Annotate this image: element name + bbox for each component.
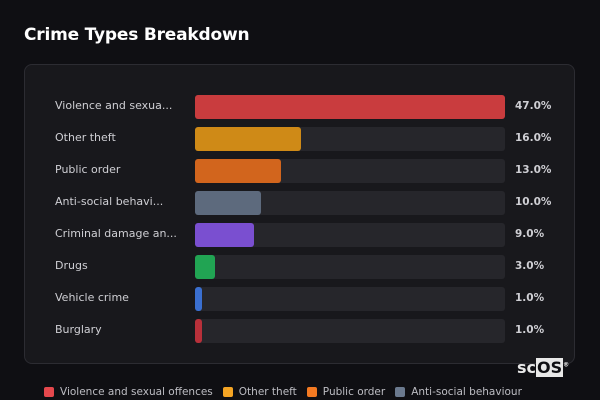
bar[interactable] bbox=[195, 127, 301, 151]
bar[interactable] bbox=[195, 191, 261, 215]
legend-label: Violence and sexual offences bbox=[60, 386, 213, 398]
bar-row: Criminal damage an... 9.0% bbox=[25, 223, 574, 247]
logo-mark: ® bbox=[563, 361, 570, 369]
bar-row: Drugs 3.0% bbox=[25, 255, 574, 279]
value-label: 13.0% bbox=[515, 164, 552, 176]
bar-track bbox=[195, 159, 505, 183]
chart-card: Violence and sexua... 47.0% Other theft 1… bbox=[24, 64, 575, 364]
value-label: 9.0% bbox=[515, 228, 545, 240]
bar-label: Vehicle crime bbox=[55, 291, 129, 304]
logo-text: sc bbox=[517, 358, 537, 377]
bar-row: Burglary 1.0% bbox=[25, 319, 574, 343]
legend-item[interactable]: Other theft bbox=[222, 386, 297, 398]
bar-row: Public order 13.0% bbox=[25, 159, 574, 183]
scos-logo: scOS® bbox=[517, 358, 569, 377]
bar-label: Burglary bbox=[55, 323, 102, 336]
bar[interactable] bbox=[195, 255, 215, 279]
bar[interactable] bbox=[195, 319, 202, 343]
bar[interactable] bbox=[195, 95, 505, 119]
value-label: 3.0% bbox=[515, 260, 545, 272]
legend-item[interactable]: Violence and sexual offences bbox=[44, 386, 213, 398]
legend-swatch bbox=[395, 387, 406, 397]
logo-text-box: OS bbox=[536, 358, 564, 377]
bar-label: Drugs bbox=[55, 259, 88, 272]
bar-label: Public order bbox=[55, 163, 121, 176]
value-label: 10.0% bbox=[515, 196, 552, 208]
legend-item[interactable]: Public order bbox=[306, 386, 386, 398]
bar-row: Anti-social behavi... 10.0% bbox=[25, 191, 574, 215]
legend-label: Anti-social behaviour bbox=[411, 386, 522, 398]
legend-swatch bbox=[222, 387, 233, 397]
legend-swatch bbox=[44, 387, 54, 397]
legend-label: Public order bbox=[322, 386, 386, 398]
legend-swatch bbox=[306, 387, 317, 397]
bar-track bbox=[195, 287, 505, 311]
bar-track bbox=[195, 255, 505, 279]
legend-label: Other theft bbox=[238, 386, 297, 398]
legend: Violence and sexual offences Other theft P… bbox=[44, 386, 522, 398]
bar-label: Criminal damage an... bbox=[55, 227, 177, 240]
bar-row: Other theft 16.0% bbox=[25, 127, 574, 151]
bar-track bbox=[195, 95, 505, 119]
bar[interactable] bbox=[195, 159, 281, 183]
chart-title: Crime Types Breakdown bbox=[24, 25, 250, 45]
bar-label: Other theft bbox=[55, 131, 116, 144]
value-label: 1.0% bbox=[515, 292, 545, 304]
value-label: 1.0% bbox=[515, 324, 545, 336]
bar[interactable] bbox=[195, 287, 202, 311]
bar-track bbox=[195, 191, 505, 215]
bar-track bbox=[195, 127, 505, 151]
bar-track bbox=[195, 319, 505, 343]
bar-row: Vehicle crime 1.0% bbox=[25, 287, 574, 311]
bar[interactable] bbox=[195, 223, 255, 247]
bar-label: Violence and sexua... bbox=[55, 99, 173, 112]
value-label: 16.0% bbox=[515, 132, 552, 144]
bar-label: Anti-social behavi... bbox=[55, 195, 164, 208]
value-label: 47.0% bbox=[515, 100, 552, 112]
legend-item[interactable]: Anti-social behaviour bbox=[395, 386, 522, 398]
bar-row: Violence and sexua... 47.0% bbox=[25, 95, 574, 119]
bar-track bbox=[195, 223, 505, 247]
